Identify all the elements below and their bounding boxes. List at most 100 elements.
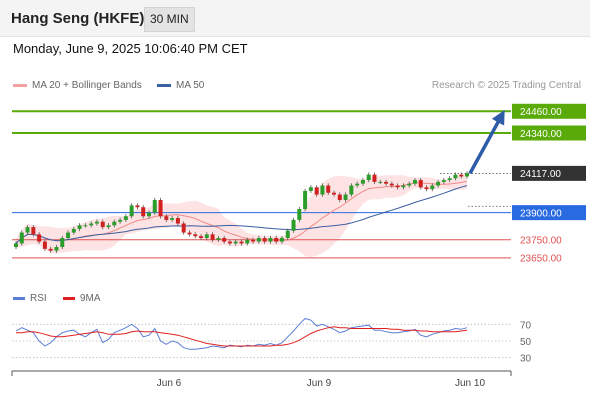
candle-body [60,237,65,248]
candle [279,235,284,244]
candle-body [123,216,128,220]
candle [77,223,82,232]
x-tick-jun-6: Jun 6 [157,378,182,389]
candle [268,235,273,244]
candle-body [256,237,261,242]
candle-body [401,185,406,188]
candle-body [187,232,192,235]
legend-9ma-swatch [63,296,75,300]
candle-body [175,218,180,224]
level-label-bg-23900.00 [512,205,586,221]
candle [436,179,441,188]
candle [366,172,371,183]
candle [251,237,256,244]
candle [378,179,383,185]
candle [83,223,88,228]
candle [274,235,279,244]
candles [14,171,469,253]
candle [441,177,446,185]
candle [54,244,59,253]
candle [222,235,227,244]
candle [239,239,244,246]
legend-ma50-label: MA 50 [176,80,205,91]
candle [123,214,128,223]
candle [337,192,342,203]
candle-body [48,248,53,251]
candle [401,183,406,190]
candle [291,217,296,233]
timeframe-badge[interactable]: 30 MIN [144,7,195,32]
x-tick-jun-9: Jun 9 [307,378,332,389]
candle [459,172,464,179]
candle-body [459,174,464,177]
candle [199,234,204,241]
candle-body [216,237,221,240]
candle [343,192,348,203]
candle-body [337,194,342,200]
x-tick-jun-10: Jun 10 [455,378,485,389]
candle-body [297,209,302,220]
rsi-tick-30: 30 [520,354,532,365]
candle-body [118,219,123,222]
candle-body [245,239,250,244]
candle [141,205,146,219]
candle-body [279,237,284,242]
candle-body [152,199,157,213]
candle-body [83,225,88,227]
candle [216,235,221,242]
chart-header: Hang Seng (HKFE) 30 MIN [0,0,590,37]
candle-body [66,232,71,238]
candle [181,221,186,235]
level-label-24340.00: 24340.00 [520,129,562,140]
candle [389,181,394,188]
candle-body [100,221,105,228]
candle [355,181,360,188]
candle-body [262,237,267,242]
price-labels: 24460.00 24340.00 24117.00 23900.00 23750.00… [512,103,586,265]
candle [384,179,389,186]
candle-body [366,174,371,181]
candle [412,177,417,186]
candle-body [430,185,435,190]
candle-body [326,185,331,193]
candle [106,223,111,230]
candle [135,203,140,210]
level-label-bg-24460.00 [512,103,586,119]
candle [187,230,192,237]
candle-body [164,216,169,220]
candle-body [129,205,134,217]
level-label-bg-24117.00 [512,165,586,181]
legend-rsi-label: RSI [30,293,47,304]
candle-body [349,185,354,195]
candle [245,237,250,246]
candle [233,239,238,246]
legend-9ma: 9MA [63,293,101,304]
candle-body [389,183,394,186]
legend-ma20: MA 20 + Bollinger Bands [13,80,142,91]
candle-body [77,225,82,229]
candle-body [25,227,30,233]
level-label-24460.00: 24460.00 [520,107,562,118]
candle-body [14,243,18,248]
candle-body [441,180,446,182]
legend-9ma-label: 9MA [80,293,101,304]
candle [297,206,302,223]
candle [112,219,117,228]
candle-body [384,181,389,184]
candle [465,171,469,179]
candle-body [106,225,111,228]
candle [175,215,180,226]
candle-body [158,199,163,217]
level-label-23650.00: 23650.00 [520,254,562,265]
candle-body [146,212,151,217]
candle [14,241,18,250]
bollinger-band-area [16,173,467,258]
credit-text: Research © 2025 Trading Central [431,80,581,91]
candle-body [303,190,308,210]
candle [31,224,36,237]
candle [349,183,354,197]
candle [170,215,175,223]
candle-body [239,241,244,244]
candle-body [222,237,227,242]
candle [285,228,290,241]
